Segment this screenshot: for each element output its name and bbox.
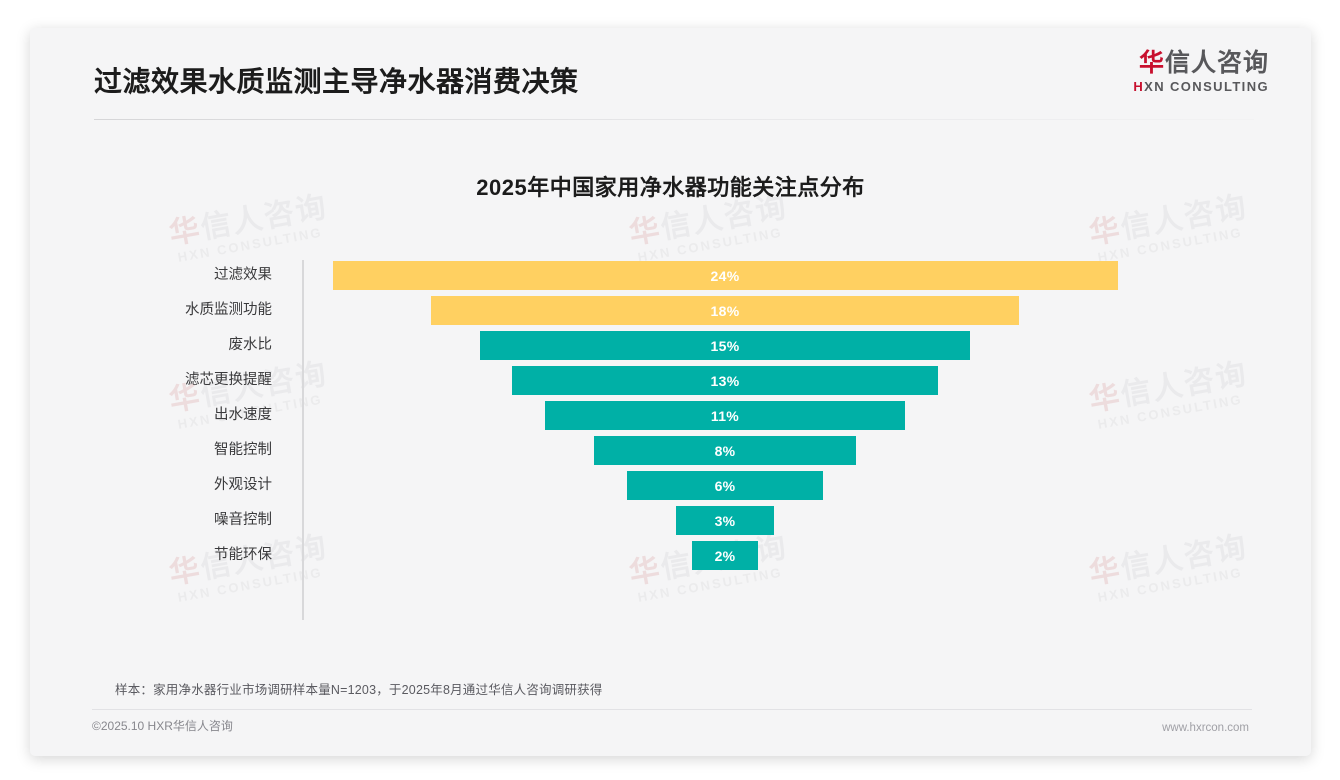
watermark-cn-red: 华 xyxy=(626,212,665,251)
funnel-bar-chart: 过滤效果 24% 水质监测功能 18% 废水比 15% 滤芯更换提醒 13% 出水速度 11% 智能… xyxy=(30,258,1311,628)
watermark-cn-red: 华 xyxy=(1086,212,1125,251)
footer-website: www.hxrcon.com xyxy=(1162,722,1249,734)
chart-bar[interactable]: 18% xyxy=(430,296,1020,325)
chart-category-label: 滤芯更换提醒 xyxy=(185,372,272,388)
logo-cn-gray: 信人咨询 xyxy=(1164,49,1269,77)
logo-en-gray: XN CONSULTING xyxy=(1144,79,1269,95)
chart-bar-row: 滤芯更换提醒 13% xyxy=(30,363,1311,398)
chart-category-label: 水质监测功能 xyxy=(185,302,272,318)
footer-copyright: ©2025.10 HXR华信人咨询 xyxy=(92,719,233,733)
header-divider xyxy=(94,119,1254,120)
chart-bar-track: 3% xyxy=(302,503,1302,538)
chart-category-label: 噪音控制 xyxy=(214,512,272,528)
chart-bar-value: 15% xyxy=(710,337,740,354)
watermark: 华信人咨询 HXN CONSULTING xyxy=(1086,190,1253,265)
chart-bar[interactable]: 11% xyxy=(545,401,905,430)
logo-cn-red: 华 xyxy=(1138,49,1165,77)
brand-logo: 华信人咨询 HXN CONSULTING xyxy=(1133,50,1269,94)
chart-bar[interactable]: 8% xyxy=(594,436,856,465)
slide-card: 华信人咨询 HXN CONSULTING 华信人咨询 HXN CONSULTIN… xyxy=(30,28,1311,756)
chart-bar-track: 2% xyxy=(302,538,1302,573)
chart-axis-line xyxy=(302,260,304,620)
page-title: 过滤效果水质监测主导净水器消费决策 xyxy=(94,66,579,97)
chart-category-label: 废水比 xyxy=(228,337,273,353)
slide-header: 过滤效果水质监测主导净水器消费决策 华信人咨询 HXN CONSULTING xyxy=(30,28,1311,123)
chart-bar-row: 外观设计 6% xyxy=(30,468,1311,503)
chart-bar[interactable]: 13% xyxy=(512,366,938,395)
footer-divider xyxy=(92,709,1252,710)
chart-bar-track: 15% xyxy=(302,328,1302,363)
chart-bar-value: 24% xyxy=(710,267,740,284)
chart-category-label: 过滤效果 xyxy=(214,267,272,283)
watermark: 华信人咨询 HXN CONSULTING xyxy=(166,190,333,265)
chart-bar-track: 8% xyxy=(302,433,1302,468)
chart-bar-track: 24% xyxy=(302,258,1302,293)
chart-bar-row: 水质监测功能 18% xyxy=(30,293,1311,328)
watermark-cn-red: 华 xyxy=(166,212,205,251)
chart-bar-track: 18% xyxy=(302,293,1302,328)
chart-bar-value: 2% xyxy=(714,547,736,564)
watermark: 华信人咨询 HXN CONSULTING xyxy=(626,190,793,265)
chart-category-label: 智能控制 xyxy=(214,442,272,458)
chart-bar-value: 11% xyxy=(710,407,740,424)
chart-bar-value: 13% xyxy=(710,372,740,389)
chart-bar-track: 11% xyxy=(302,398,1302,433)
chart-bar-row: 出水速度 11% xyxy=(30,398,1311,433)
chart-bar-value: 8% xyxy=(714,442,736,459)
chart-bar[interactable]: 24% xyxy=(332,261,1118,290)
chart-category-label: 外观设计 xyxy=(214,477,272,493)
chart-title: 2025年中国家用净水器功能关注点分布 xyxy=(476,175,865,200)
chart-bar-row: 节能环保 2% xyxy=(30,538,1311,573)
chart-bar-row: 废水比 15% xyxy=(30,328,1311,363)
chart-bar-track: 6% xyxy=(302,468,1302,503)
chart-bar-value: 18% xyxy=(710,302,740,319)
chart-bar[interactable]: 3% xyxy=(675,506,775,535)
chart-bar-rows: 过滤效果 24% 水质监测功能 18% 废水比 15% 滤芯更换提醒 13% 出水速度 11% 智能… xyxy=(30,258,1311,573)
chart-footnote: 样本：家用净水器行业市场调研样本量N=1203，于2025年8月通过华信人咨询调… xyxy=(115,683,603,697)
chart-bar-value: 3% xyxy=(714,512,736,529)
chart-bar[interactable]: 6% xyxy=(626,471,824,500)
chart-bar-value: 6% xyxy=(714,477,736,494)
chart-bar-row: 噪音控制 3% xyxy=(30,503,1311,538)
chart-category-label: 出水速度 xyxy=(214,407,272,423)
chart-category-label: 节能环保 xyxy=(214,547,272,563)
chart-bar[interactable]: 2% xyxy=(692,541,758,570)
chart-bar-track: 13% xyxy=(302,363,1302,398)
chart-bar-row: 智能控制 8% xyxy=(30,433,1311,468)
chart-bar-row: 过滤效果 24% xyxy=(30,258,1311,293)
chart-bar[interactable]: 15% xyxy=(479,331,971,360)
logo-en-red: H xyxy=(1133,79,1145,95)
